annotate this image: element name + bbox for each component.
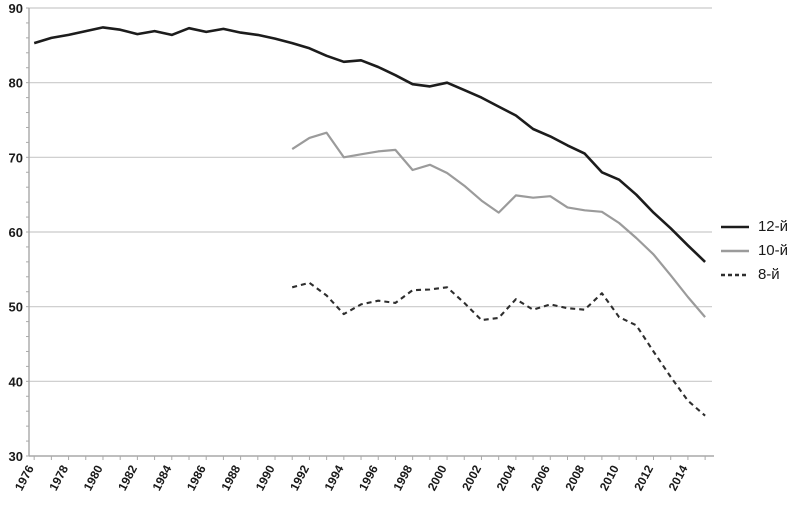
series-line-8-й: [291, 281, 706, 417]
legend-swatch-grade8-line: [720, 273, 749, 276]
x-tick-label-1996: 1996: [356, 463, 381, 493]
x-tick-label-1998: 1998: [390, 463, 415, 493]
legend-item-grade12: 12-й: [720, 218, 788, 235]
legend: 12-й 10-й 8-й: [720, 218, 788, 283]
x-tick-label-1984: 1984: [150, 463, 175, 493]
legend-label-grade12: 12-й: [757, 218, 788, 235]
legend-label-grade10: 10-й: [757, 242, 788, 259]
x-tick-label-1988: 1988: [218, 463, 243, 493]
y-tick-label-60: 60: [9, 225, 23, 240]
x-tick-label-1994: 1994: [322, 463, 347, 493]
x-tick-label-1982: 1982: [115, 463, 140, 493]
x-tick-label-2008: 2008: [562, 463, 587, 493]
legend-item-grade10: 10-й: [720, 242, 788, 259]
y-tick-label-70: 70: [9, 150, 23, 165]
y-tick-label-30: 30: [9, 449, 23, 464]
y-tick-label-80: 80: [9, 76, 23, 91]
x-tick-label-1980: 1980: [81, 463, 106, 493]
x-tick-label-2014: 2014: [666, 463, 691, 493]
x-tick-label-2012: 2012: [631, 463, 656, 493]
y-tick-label-40: 40: [9, 374, 23, 389]
x-tick-label-1986: 1986: [184, 463, 209, 493]
series-line-10-й: [291, 131, 706, 318]
x-tick-label-1992: 1992: [287, 463, 312, 493]
legend-swatch-grade12-line: [720, 225, 749, 228]
y-tick-label-90: 90: [9, 1, 23, 16]
x-tick-label-1976: 1976: [12, 463, 37, 493]
legend-swatch-grade10-line: [720, 249, 749, 252]
legend-label-grade8: 8-й: [757, 266, 780, 283]
x-tick-label-2004: 2004: [494, 463, 519, 493]
y-tick-label-50: 50: [9, 300, 23, 315]
x-tick-label-1990: 1990: [253, 463, 278, 493]
x-tick-label-2006: 2006: [528, 463, 553, 493]
x-tick-label-2000: 2000: [425, 463, 450, 493]
x-tick-label-1978: 1978: [46, 463, 71, 493]
x-tick-label-2002: 2002: [459, 463, 484, 493]
legend-item-grade8: 8-й: [720, 266, 788, 283]
x-tick-label-2010: 2010: [597, 463, 622, 493]
series-line-12-й: [33, 26, 706, 263]
